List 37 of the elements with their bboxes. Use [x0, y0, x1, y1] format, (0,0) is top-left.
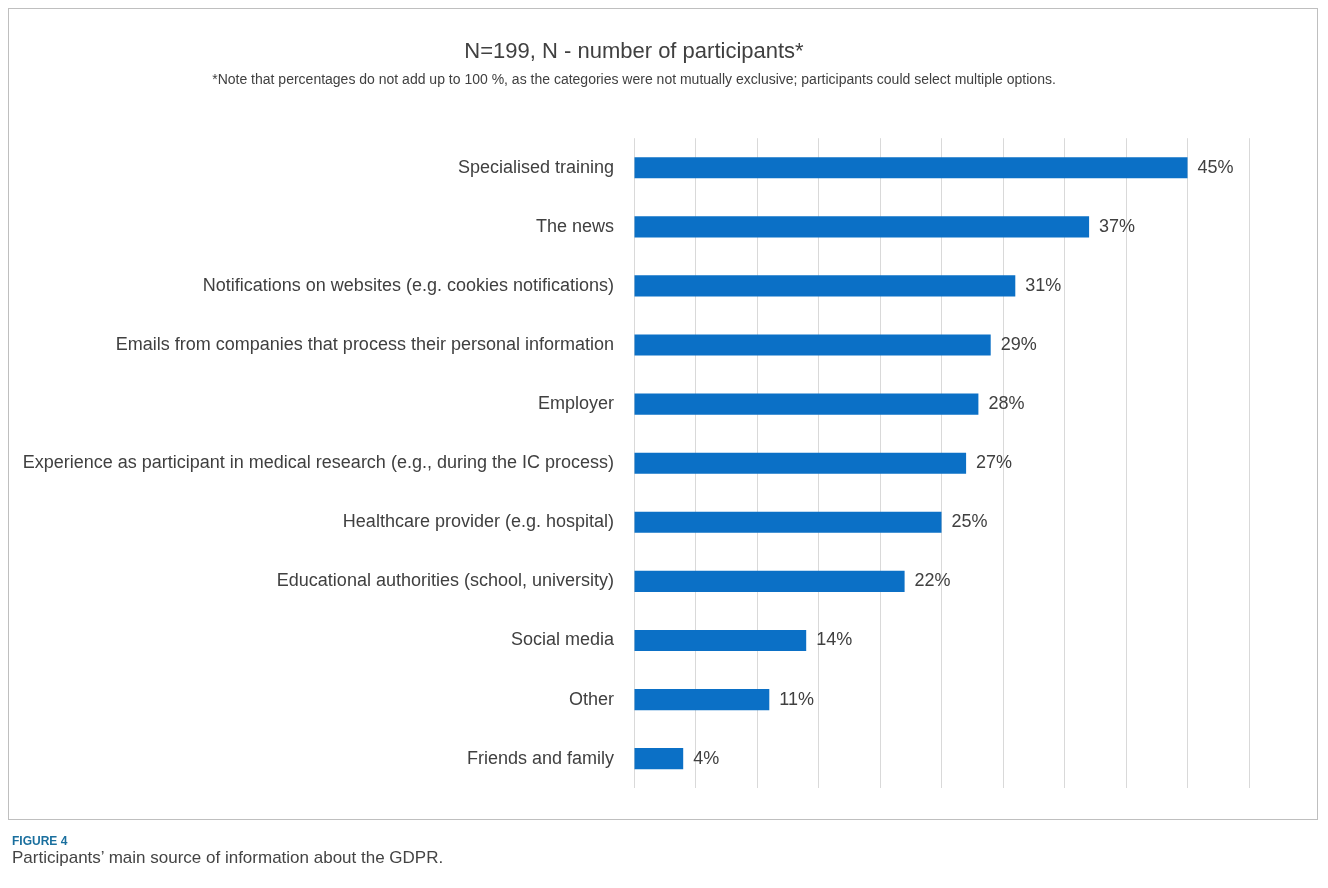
data-label: 25%	[951, 511, 988, 532]
chart-title: N=199, N - number of participants*	[464, 38, 805, 64]
data-label: 4%	[693, 747, 720, 768]
data-label: 11%	[779, 688, 814, 709]
data-label: 28%	[988, 393, 1025, 414]
data-label: 45%	[1197, 156, 1234, 177]
bar	[634, 629, 807, 652]
y-tick-label: Educational authorities (school, university)	[276, 570, 614, 591]
bar	[634, 157, 1188, 179]
y-tick-label: Specialised training	[457, 156, 614, 177]
bar	[634, 570, 905, 592]
bar	[634, 689, 770, 711]
data-label: 37%	[1099, 215, 1136, 236]
bar	[634, 511, 942, 533]
data-label: 29%	[1000, 333, 1037, 354]
data-label: 14%	[816, 629, 853, 650]
y-tick-label: Notifications on websites (e.g. cookies notifications)	[202, 274, 614, 295]
bar	[634, 393, 979, 415]
chart-subtitle: *Note that percentages do not add up to 100 %, as the categories were not mutually exclusive; participants could select multiple options.	[212, 70, 1056, 87]
y-tick-label: The news	[535, 215, 614, 236]
data-label: 27%	[976, 452, 1013, 473]
bar	[634, 216, 1090, 238]
y-tick-label: Emails from companies that process their personal information	[115, 333, 614, 354]
y-tick-label: Other	[568, 688, 614, 709]
y-tick-label: Social media	[510, 629, 615, 650]
bar	[634, 452, 967, 474]
bar	[634, 748, 684, 770]
y-tick-label: Experience as participant in medical research (e.g., during the IC process)	[22, 452, 614, 473]
bar	[634, 334, 991, 356]
bar	[634, 275, 1016, 297]
data-label: 31%	[1025, 274, 1062, 295]
y-tick-label: Friends and family	[466, 747, 614, 768]
y-tick-label: Healthcare provider (e.g. hospital)	[342, 511, 614, 532]
text: Participants’ main source of information about the GDPR.	[12, 848, 445, 868]
y-tick-label: Employer	[537, 393, 614, 414]
data-label: 22%	[914, 570, 951, 591]
caption: FIGURE 4	[12, 834, 69, 848]
